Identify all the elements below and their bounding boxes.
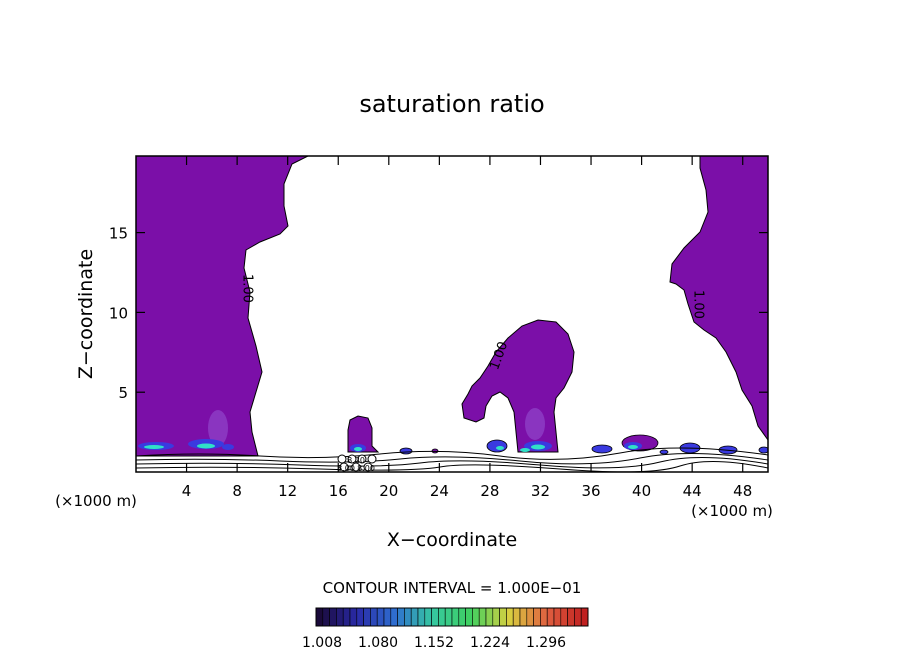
- fill-region-small: [347, 415, 380, 453]
- colorbar-segment: [376, 607, 385, 627]
- colorbar-segment: [553, 607, 562, 627]
- colorbar-segment: [485, 607, 494, 627]
- contour-interval-text: CONTOUR INTERVAL = 1.000E−01: [323, 579, 582, 597]
- colorbar-segment: [560, 607, 568, 627]
- colorbar-segment: [390, 607, 398, 627]
- colorbar-segment: [540, 607, 548, 627]
- colorbar-segment: [499, 607, 507, 627]
- colorbar-segment: [410, 607, 419, 627]
- plot-frame: [135, 155, 769, 473]
- colorbar-segment: [363, 607, 371, 627]
- colorbar-segment: [438, 607, 446, 627]
- colorbar-segment: [370, 607, 378, 627]
- colorbar-label: 1.008: [302, 635, 342, 651]
- y-tick-label: 5: [118, 384, 128, 402]
- x-tick-label: 48: [733, 482, 752, 500]
- fill-region-right: [669, 156, 768, 441]
- x-tick-label: 24: [430, 482, 449, 500]
- colorbar-segment: [383, 607, 392, 627]
- colorbar-segment: [342, 607, 351, 627]
- colorbar-label: 1.080: [358, 635, 398, 651]
- colorbar-segment: [567, 607, 575, 627]
- small-contour-label: 8.00: [357, 464, 375, 473]
- x-tick-label: 28: [480, 482, 499, 500]
- contour-value-label: 1.00: [239, 274, 254, 303]
- colorbar-segment: [506, 607, 514, 627]
- x-tick-label: 20: [379, 482, 398, 500]
- colorbar-segment: [417, 607, 426, 627]
- colorbar-segment: [458, 607, 466, 627]
- colorbar-segment: [356, 607, 364, 627]
- colorbar-segment: [533, 607, 541, 627]
- chart-title: saturation ratio: [359, 90, 544, 118]
- colorbar-segment: [478, 607, 487, 627]
- small-contour-label: 8.20: [347, 456, 365, 465]
- x-tick-label: 40: [632, 482, 651, 500]
- colorbar-segment: [431, 607, 439, 627]
- small-contour-label: 8.00: [337, 464, 355, 473]
- colorbar-segment: [526, 607, 534, 627]
- colorbar-label: 1.152: [414, 635, 454, 651]
- colorbar-segment: [519, 607, 528, 627]
- x-unit-right: (×1000 m): [691, 502, 773, 520]
- surface-contours: [136, 447, 768, 472]
- y-tick-label: 15: [109, 225, 128, 243]
- colorbar-segment: [397, 607, 405, 627]
- colorbar-segment: [580, 607, 589, 627]
- x-tick-label: 32: [531, 482, 550, 500]
- fill-region-left: [136, 156, 309, 457]
- x-tick-label: 12: [278, 482, 297, 500]
- fill-region-center: [461, 319, 575, 453]
- y-tick-label: 10: [109, 304, 128, 322]
- colorbar-segment: [424, 607, 432, 627]
- contour-field: [136, 156, 768, 472]
- colorbar-segment: [329, 607, 337, 627]
- x-tick-label: 4: [182, 482, 192, 500]
- colorbar-label: 1.224: [470, 635, 510, 651]
- x-unit-left: (×1000 m): [55, 492, 137, 510]
- colorbar-segment: [546, 607, 555, 627]
- contour-value-label: 1.00: [691, 290, 706, 319]
- colorbar-segment: [574, 607, 582, 627]
- colorbar-segment: [315, 607, 324, 627]
- colorbar-segment: [404, 607, 412, 627]
- colorbar-segment: [444, 607, 453, 627]
- colorbar-label: 1.296: [526, 635, 566, 651]
- colorbar-segment: [472, 607, 480, 627]
- colorbar: [315, 607, 589, 627]
- colorbar-segment: [336, 607, 344, 627]
- x-tick-label: 36: [581, 482, 600, 500]
- colorbar-segment: [451, 607, 460, 627]
- colorbar-segment: [322, 607, 330, 627]
- x-tick-label: 44: [683, 482, 702, 500]
- colorbar-segment: [349, 607, 358, 627]
- colorbar-segment: [512, 607, 521, 627]
- x-tick-label: 8: [232, 482, 242, 500]
- colorbar-segment: [492, 607, 500, 627]
- x-tick-label: 16: [329, 482, 348, 500]
- x-axis-label: X−coordinate: [387, 529, 517, 551]
- colorbar-segment: [465, 607, 473, 627]
- y-axis-label: Z−coordinate: [75, 249, 97, 379]
